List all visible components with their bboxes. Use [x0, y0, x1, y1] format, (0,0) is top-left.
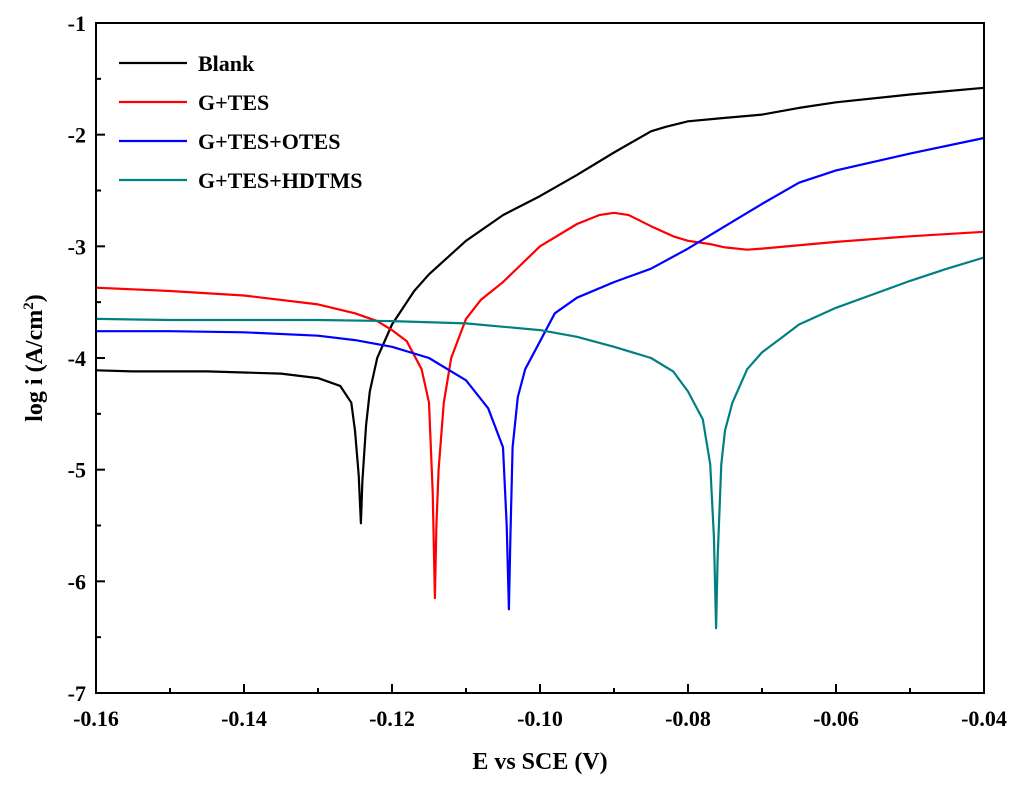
y-axis-label-main: log i (A/cm	[22, 310, 48, 422]
y-tick-label: -5	[68, 458, 86, 483]
series-line-g-tes-otes	[94, 136, 986, 611]
x-axis-label: E vs SCE (V)	[472, 749, 607, 775]
y-tick-label: -3	[68, 234, 86, 259]
series-line-g-tes	[94, 211, 986, 600]
x-tick-label: -0.14	[221, 706, 267, 731]
y-axis-label-superscript: 2	[21, 302, 37, 310]
legend-label-g-tes-hdtms: G+TES+HDTMS	[198, 168, 362, 193]
plot-frame	[95, 22, 985, 694]
x-tick-label: -0.08	[665, 706, 711, 731]
y-tick-label: -6	[68, 569, 86, 594]
x-tick-label: -0.16	[73, 706, 119, 731]
series-layer	[94, 86, 986, 630]
x-tick-label: -0.10	[517, 706, 563, 731]
y-tick-label: -1	[68, 11, 86, 36]
legend: Blank G+TES G+TES+OTES G+TES+HDTMS	[119, 51, 362, 193]
x-tick-label: -0.06	[813, 706, 859, 731]
legend-label-g-tes-otes: G+TES+OTES	[198, 129, 340, 154]
x-tick-label: -0.04	[961, 706, 1007, 731]
y-tick-label: -7	[68, 681, 86, 706]
series-line-g-tes-hdtms	[94, 256, 986, 630]
series-line-blank	[94, 86, 986, 525]
y-axis-label-close: )	[22, 294, 48, 302]
legend-label-g-tes: G+TES	[198, 90, 269, 115]
y-axis-label: log i (A/cm2)	[21, 294, 48, 421]
y-tick-label: -4	[68, 346, 86, 371]
x-tick-label: -0.12	[369, 706, 415, 731]
tick-layer: -0.16 -0.14 -0.12 -0.10 -0.08 -0.06 -0.04 -1 -2 -…	[68, 11, 1007, 731]
y-tick-label: -2	[68, 123, 86, 148]
legend-label-blank: Blank	[198, 51, 255, 76]
